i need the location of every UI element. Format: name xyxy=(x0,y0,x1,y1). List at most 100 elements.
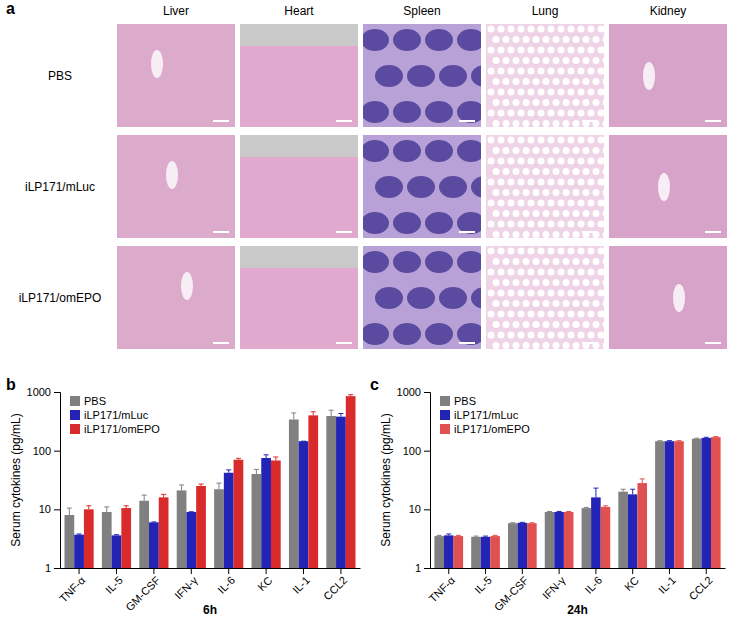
histology-image xyxy=(609,24,727,127)
legend-label: iLP171/omEPO xyxy=(454,423,530,435)
error-bar-cap xyxy=(677,440,682,441)
alveolus xyxy=(543,57,550,64)
alveolus xyxy=(523,57,530,64)
alveolus xyxy=(573,189,580,196)
alveolus xyxy=(523,231,530,238)
bar xyxy=(308,415,318,568)
legend-swatch xyxy=(70,396,80,406)
follicle xyxy=(363,251,389,273)
x-axis-title: 6h xyxy=(203,603,217,617)
x-tick-mark xyxy=(266,568,267,574)
series xyxy=(74,414,346,568)
x-tick-mark xyxy=(595,568,596,574)
scale-bar xyxy=(705,231,721,233)
alveolus xyxy=(508,89,515,96)
bar xyxy=(692,439,702,568)
alveolus xyxy=(493,300,500,307)
error-bar-cap xyxy=(161,494,166,495)
tissue-background xyxy=(486,24,604,127)
error-bar-cap xyxy=(713,436,718,437)
error-bar xyxy=(529,522,534,523)
alveolus xyxy=(523,279,530,286)
bar xyxy=(490,536,500,568)
alveolus xyxy=(533,258,540,265)
alveolus xyxy=(538,269,545,276)
alveolus xyxy=(528,68,535,75)
alveolus xyxy=(538,68,545,75)
error-bar xyxy=(348,395,353,396)
x-tick-label: TNF-α xyxy=(57,574,88,605)
error-bar xyxy=(189,511,194,512)
x-tick: CCL2 xyxy=(686,568,714,602)
alveolus xyxy=(493,36,500,43)
alveolus xyxy=(493,342,500,349)
alveolus xyxy=(493,321,500,328)
error-bar xyxy=(584,507,589,509)
error-bar-cap xyxy=(114,534,119,535)
error-bar xyxy=(273,457,278,460)
bar xyxy=(159,497,169,568)
alveolus xyxy=(598,221,605,228)
legend-item: iLP171/omEPO xyxy=(440,423,530,435)
follicle xyxy=(375,176,403,198)
alveolus xyxy=(598,68,605,75)
alveolus xyxy=(508,179,515,186)
alveolus xyxy=(548,137,555,144)
alveolus xyxy=(503,78,510,85)
alveolus xyxy=(513,189,520,196)
alveolus xyxy=(513,147,520,154)
legend-item: iLP171/mLuc xyxy=(70,409,149,421)
error-bar-cap xyxy=(67,508,72,509)
scale-bar xyxy=(336,231,352,233)
alveolus xyxy=(588,158,595,165)
alveolus xyxy=(493,231,500,238)
follicle xyxy=(457,140,481,162)
histology-image xyxy=(117,246,235,349)
alveolus xyxy=(543,99,550,106)
y-tick: 1 xyxy=(415,562,430,574)
scale-bar xyxy=(459,120,475,122)
alveolus xyxy=(513,279,520,286)
error-bar-cap xyxy=(437,535,442,536)
x-tick-mark xyxy=(559,568,560,574)
follicle xyxy=(457,323,481,345)
follicle xyxy=(363,212,389,234)
tissue-background xyxy=(240,24,358,127)
y-axis-title: Serum cytokines (pg/mL) xyxy=(9,413,23,546)
error-bar xyxy=(557,511,562,513)
alveolus xyxy=(503,147,510,154)
alveolus xyxy=(583,210,590,217)
alveolus xyxy=(538,311,545,318)
alveolus xyxy=(598,89,605,96)
follicle xyxy=(363,140,389,162)
alveolus xyxy=(563,147,570,154)
legend: PBSiLP171/mLuciLP171/omEPO xyxy=(70,395,160,435)
alveolus xyxy=(503,168,510,175)
alveolus xyxy=(578,290,585,297)
alveolus xyxy=(593,99,600,106)
legend: PBSiLP171/mLuciLP171/omEPO xyxy=(440,395,530,435)
error-bar xyxy=(216,483,221,489)
error-bar-cap xyxy=(667,440,672,441)
alveolus xyxy=(488,26,495,33)
figure: abcLiverHeartSpleenLungKidneyPBSiLP171/m… xyxy=(0,0,733,622)
alveolus xyxy=(563,210,570,217)
x-axis-title: 24h xyxy=(567,603,588,617)
x-axis-line xyxy=(61,568,361,569)
error-bar-cap xyxy=(216,483,221,484)
error-bar-stem xyxy=(181,485,182,490)
alveolus xyxy=(578,68,585,75)
error-bar-cap xyxy=(456,535,461,536)
alveolus xyxy=(508,47,515,54)
y-tick-label: 100 xyxy=(403,445,421,457)
error-bar xyxy=(199,484,204,486)
y-tick: 1 xyxy=(45,562,60,574)
x-tick-mark xyxy=(669,568,670,574)
alveolus xyxy=(533,300,540,307)
legend-swatch xyxy=(70,424,80,434)
alveolus xyxy=(583,321,590,328)
alveolus xyxy=(558,47,565,54)
alveolus xyxy=(588,179,595,186)
alveolus xyxy=(568,47,575,54)
follicle xyxy=(457,29,481,51)
